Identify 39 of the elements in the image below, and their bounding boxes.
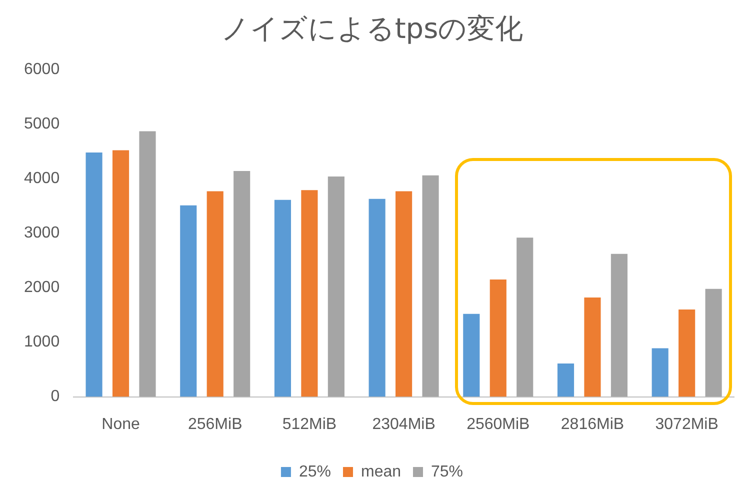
- bar: [368, 198, 386, 397]
- bar: [396, 191, 412, 397]
- bar: [463, 314, 480, 397]
- bar: [422, 175, 439, 397]
- y-tick-label: 4000: [24, 170, 60, 188]
- bar: [557, 364, 574, 397]
- x-tick-label: 2560MiB: [466, 416, 530, 433]
- bar: [516, 238, 534, 397]
- bar: [86, 152, 102, 397]
- y-tick-label: 5000: [24, 116, 60, 133]
- x-tick-label: 512MiB: [282, 416, 337, 433]
- bar: [206, 191, 224, 397]
- y-tick-label: 0: [50, 388, 60, 406]
- x-tick-label: 3072MiB: [655, 416, 718, 433]
- bar: [652, 348, 668, 397]
- bar: [490, 280, 506, 397]
- x-tick-label: 256MiB: [188, 416, 242, 433]
- y-tick-label: 2000: [24, 279, 60, 296]
- x-tick-label: 2816MiB: [560, 416, 624, 433]
- y-tick-label: 6000: [24, 61, 60, 78]
- bar: [705, 288, 722, 397]
- x-tick-label: None: [102, 416, 140, 433]
- bar: [328, 176, 344, 397]
- bar: [180, 205, 197, 397]
- bar: [112, 150, 130, 397]
- bar: [610, 254, 628, 397]
- bar: [139, 131, 156, 397]
- y-tick-label: 3000: [24, 224, 60, 242]
- bar: [584, 298, 601, 397]
- legend-label: 25%: [298, 463, 331, 480]
- y-tick-label: 1000: [24, 334, 60, 351]
- x-tick-label: 2304MiB: [372, 416, 436, 433]
- bar: [234, 171, 250, 397]
- legend-label: mean: [360, 463, 402, 480]
- chart-title: ノイズによるtpsの変化: [220, 12, 524, 46]
- legend-label: 75%: [431, 463, 464, 480]
- bar: [678, 310, 696, 397]
- bar: [274, 200, 292, 397]
- bar: [301, 190, 318, 397]
